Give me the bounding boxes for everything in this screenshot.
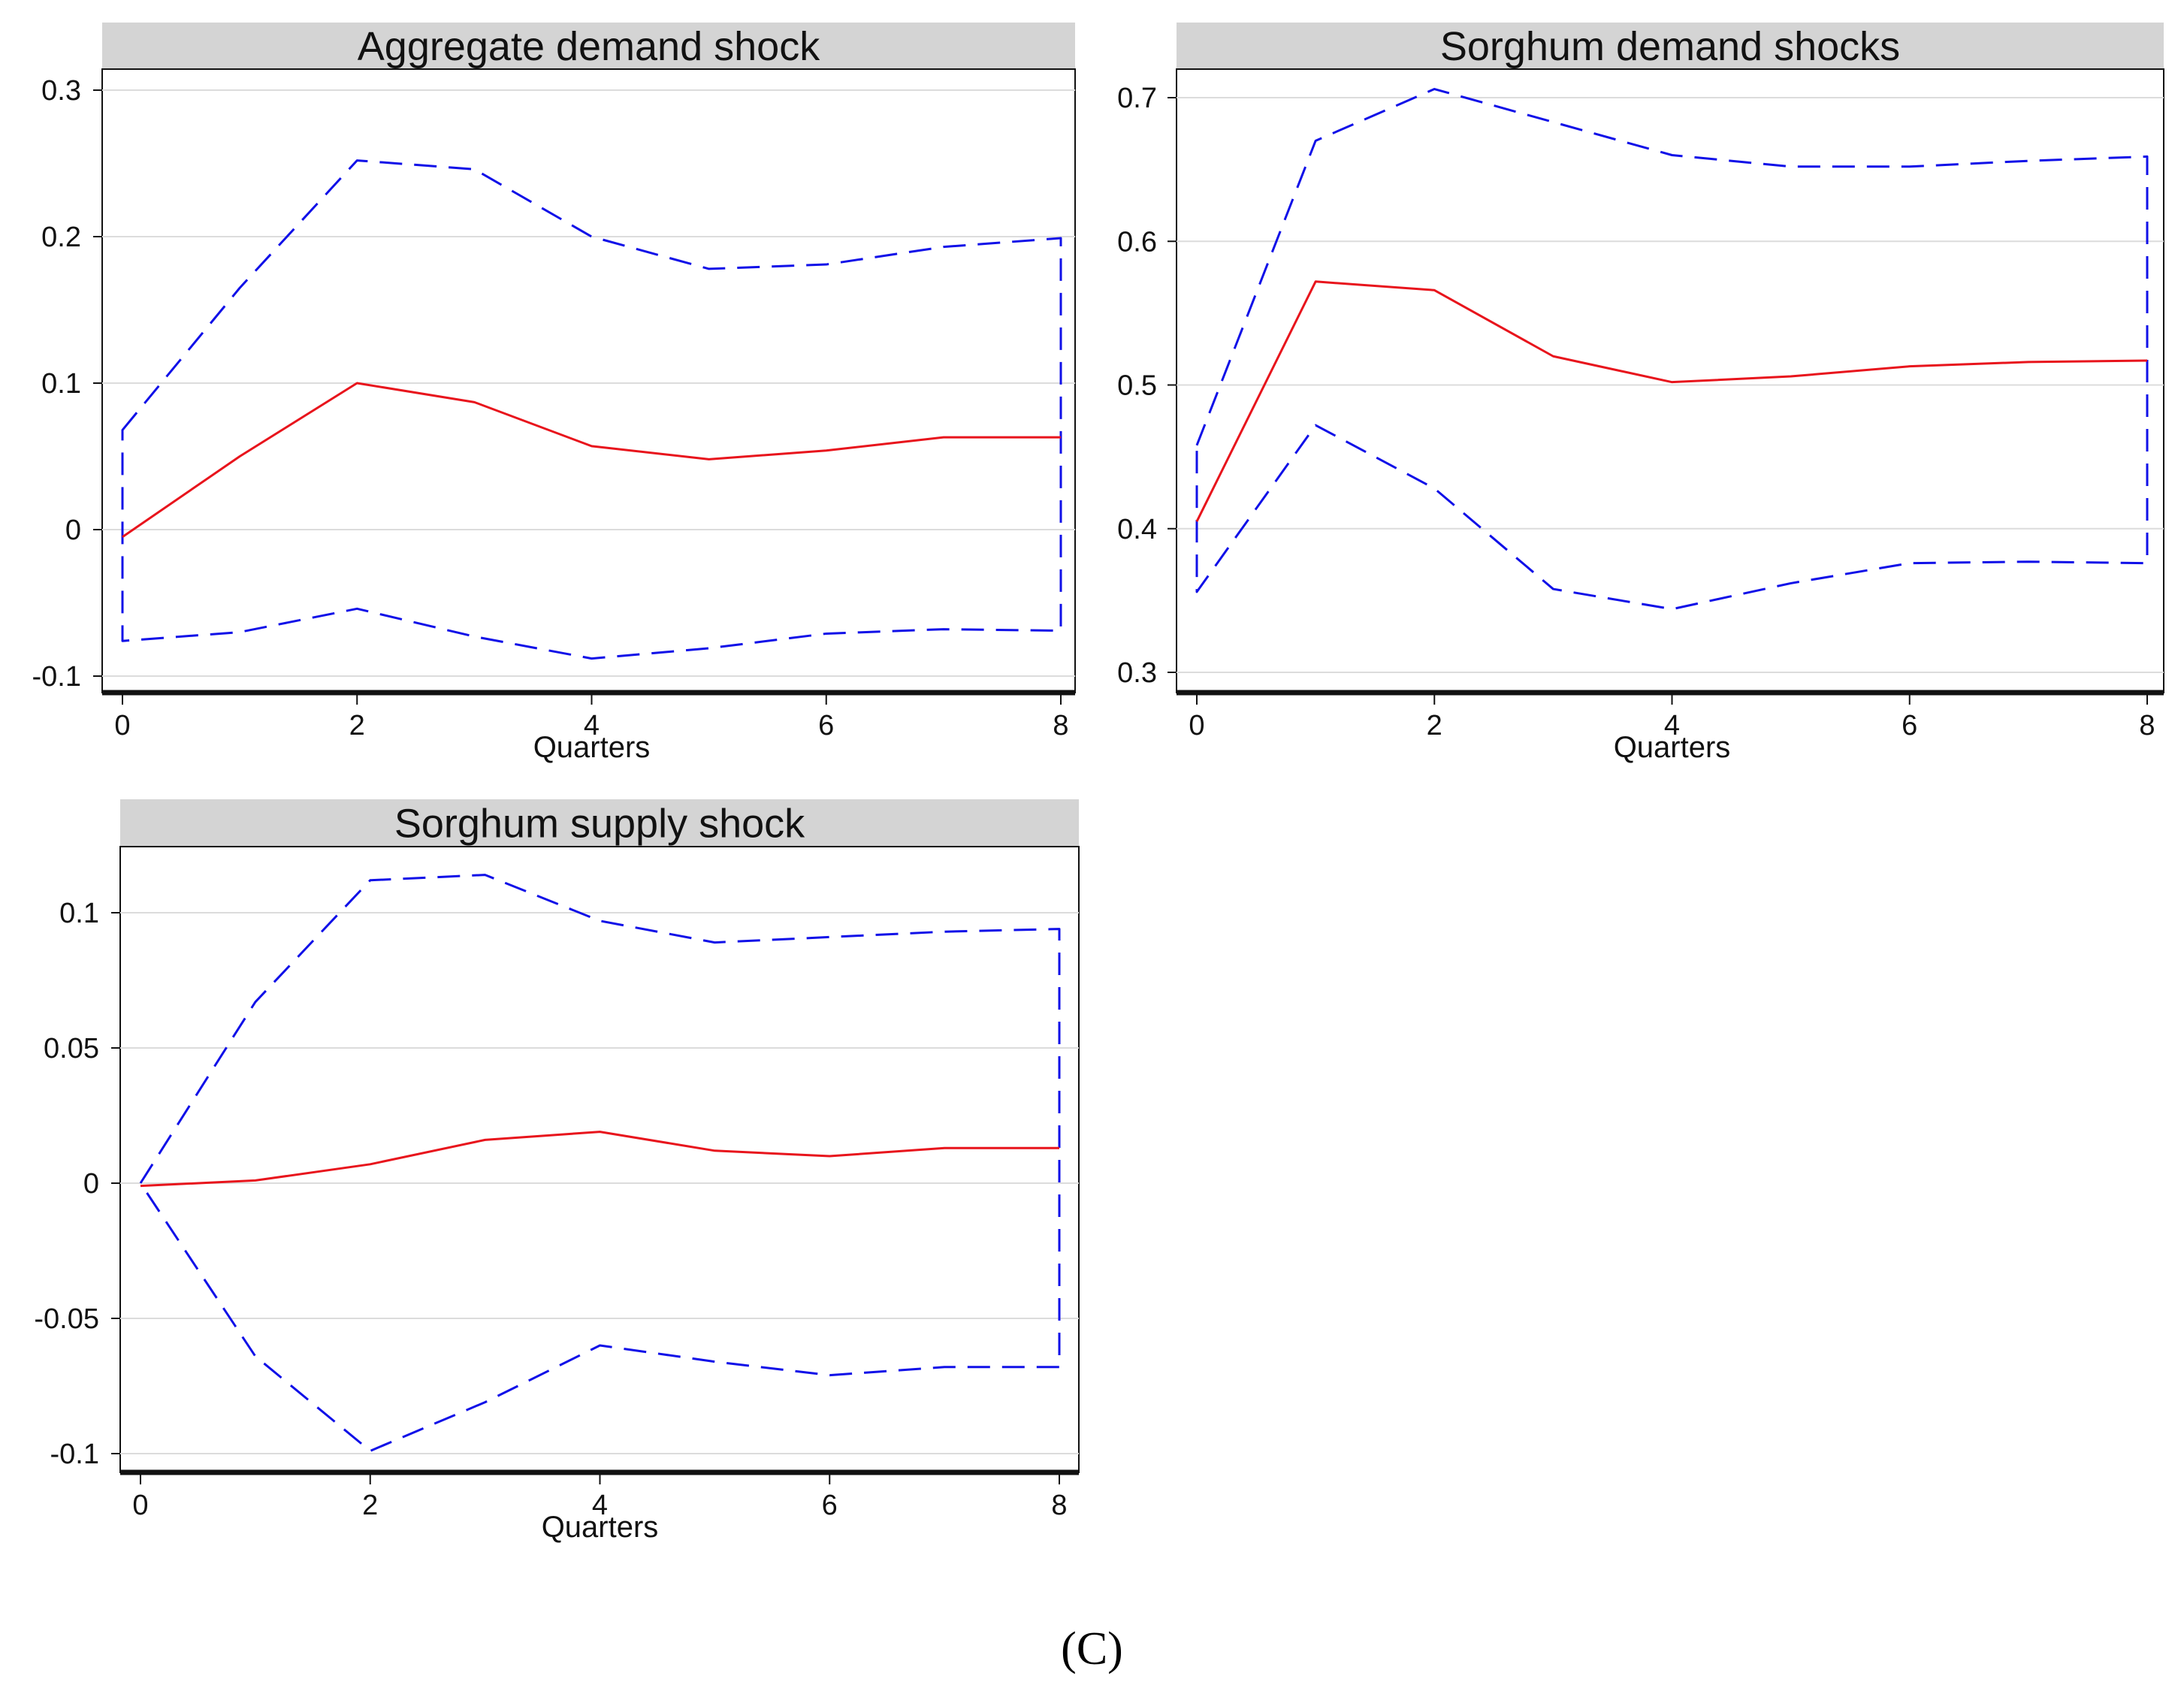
panel-header — [1177, 23, 2164, 69]
x-tick-label: 8 — [1051, 1490, 1067, 1521]
x-tick-label: 6 — [1902, 710, 1917, 741]
impulse-response-line — [140, 1131, 1059, 1188]
x-tick-label: 2 — [1427, 710, 1442, 741]
x-tick-label: 4 — [584, 710, 600, 741]
panel-aggregate-demand: Aggregate demand shock -0.1 0 0.1 0.2 0.3 0 2 4 6… — [32, 23, 1076, 764]
x-axis-title: Quarters — [542, 1511, 659, 1544]
y-tick-label: -0.1 — [50, 1439, 99, 1470]
plot-area — [101, 68, 1076, 693]
panel-title: Aggregate demand shock — [358, 24, 820, 69]
y-tick-label: 0.1 — [59, 898, 99, 929]
x-axis-title: Quarters — [533, 731, 651, 764]
plot-area — [119, 846, 1080, 1473]
impulse-response-line — [122, 382, 1061, 538]
y-tick-label: 0.1 — [41, 368, 81, 400]
x-tick-label: 8 — [2139, 710, 2155, 741]
y-tick-label: -0.05 — [34, 1303, 99, 1335]
y-tick-label: 0 — [65, 515, 81, 546]
x-tick-label: 6 — [818, 710, 834, 741]
panel-title: Sorghum demand shocks — [1440, 24, 1900, 69]
x-tick-label: 4 — [1664, 710, 1680, 741]
panel-sorghum-supply: Sorghum supply shock -0.1 -0.05 0 0.05 0.1 0 2 4… — [34, 799, 1080, 1544]
x-tick-label: 0 — [114, 710, 130, 741]
y-tick-label: 0 — [83, 1168, 99, 1200]
y-tick-label: 0.6 — [1117, 226, 1157, 258]
impulse-response-line — [1195, 280, 2148, 522]
panel-title: Sorghum supply shock — [394, 802, 805, 847]
x-tick-label: 2 — [349, 710, 365, 741]
panel-header — [120, 799, 1079, 847]
x-tick-label: 2 — [362, 1490, 378, 1521]
x-tick-label: 8 — [1053, 710, 1068, 741]
figure-label: (C) — [1061, 1623, 1123, 1674]
y-tick-label: 0.4 — [1117, 514, 1157, 545]
y-tick-label: -0.1 — [32, 661, 81, 693]
y-tick-label: 0.05 — [44, 1033, 99, 1064]
y-tick-label: 0.3 — [41, 75, 81, 107]
x-tick-label: 6 — [822, 1490, 838, 1521]
confidence-band-line — [121, 159, 1062, 660]
x-axis-title: Quarters — [1614, 731, 1731, 764]
y-tick-label: 0.7 — [1117, 83, 1157, 114]
y-tick-label: 0.5 — [1117, 370, 1157, 402]
x-tick-label: 4 — [592, 1490, 608, 1521]
y-tick-label: 0.3 — [1117, 657, 1157, 689]
y-tick-label: 0.2 — [41, 222, 81, 253]
x-tick-label: 0 — [1189, 710, 1204, 741]
x-tick-label: 0 — [132, 1490, 148, 1521]
panel-header — [102, 23, 1075, 69]
panel-sorghum-demand: Sorghum demand shocks 0.3 0.4 0.5 0.6 0.7 0 2 4 6… — [1117, 23, 2164, 764]
